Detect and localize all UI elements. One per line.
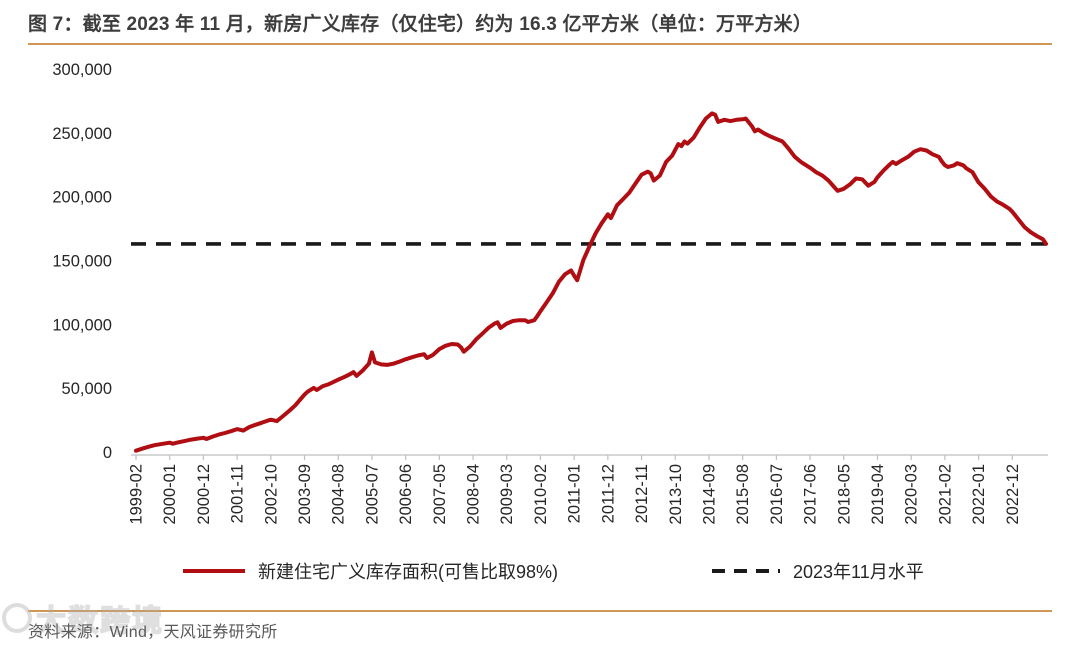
x-tick-label: 2011-12 <box>599 464 617 523</box>
x-tick-label: 2007-05 <box>431 464 449 525</box>
x-tick-label: 2001-11 <box>229 464 247 523</box>
x-tick-label: 2011-01 <box>566 464 584 523</box>
footer-separator-rule <box>28 610 1052 612</box>
title-separator-rule <box>28 43 1052 45</box>
series-line-swatch <box>183 569 245 573</box>
x-tick-label: 2002-10 <box>262 464 280 525</box>
source-text: 资料来源：Wind，天风证券研究所 <box>28 624 278 641</box>
x-tick-label: 2009-03 <box>498 464 516 525</box>
x-tick-label: 2015-08 <box>734 464 752 525</box>
x-tick-label: 2012-11 <box>633 464 651 523</box>
x-tick-label: 2000-12 <box>195 464 213 525</box>
y-tick-label: 250,000 <box>52 125 112 143</box>
reference-dash-swatch <box>712 569 780 573</box>
legend-series-label: 新建住宅广义库存面积(可售比取98%) <box>258 562 559 582</box>
x-tick-label: 2018-05 <box>835 464 853 525</box>
figure-title: 图 7：截至 2023 年 11 月，新房广义库存（仅住宅）约为 16.3 亿平… <box>28 14 813 35</box>
y-tick-label: 150,000 <box>52 253 112 271</box>
x-tick-label: 2000-01 <box>161 464 179 525</box>
x-tick-label: 2019-04 <box>869 464 887 525</box>
x-tick-label: 2022-12 <box>1004 464 1022 525</box>
x-tick-label: 2022-01 <box>970 464 988 525</box>
x-tick-label: 2008-04 <box>465 464 483 525</box>
x-tick-label: 2020-03 <box>903 464 921 525</box>
x-tick-label: 2016-07 <box>768 464 786 525</box>
x-tick-label: 2003-09 <box>296 464 314 525</box>
y-tick-label: 100,000 <box>52 316 112 334</box>
x-tick-label: 2004-08 <box>330 464 348 525</box>
x-tick-label: 2013-10 <box>667 464 685 525</box>
legend-item-reference: 2023年11月水平 <box>712 558 924 584</box>
legend-item-series: 新建住宅广义库存面积(可售比取98%) <box>183 558 558 584</box>
x-tick-label: 2017-06 <box>802 464 820 525</box>
legend-reference-label: 2023年11月水平 <box>793 562 924 582</box>
x-tick-label: 2021-02 <box>936 464 954 525</box>
y-tick-label: 200,000 <box>52 189 112 207</box>
x-tick-label: 2005-07 <box>363 464 381 525</box>
inventory-series-line <box>134 111 1048 453</box>
x-tick-label: 2014-09 <box>700 464 718 525</box>
y-tick-label: 0 <box>103 444 112 462</box>
y-tick-label: 300,000 <box>52 61 112 79</box>
x-tick-label: 1999-02 <box>128 464 146 525</box>
x-tick-label: 2010-02 <box>532 464 550 525</box>
x-tick-label: 2006-06 <box>397 464 415 525</box>
y-tick-label: 50,000 <box>62 380 112 398</box>
